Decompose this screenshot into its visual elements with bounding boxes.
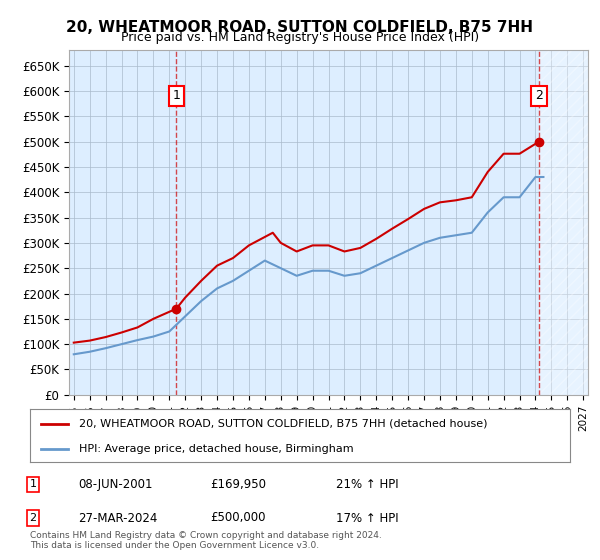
Text: 20, WHEATMOOR ROAD, SUTTON COLDFIELD, B75 7HH (detached house): 20, WHEATMOOR ROAD, SUTTON COLDFIELD, B7… — [79, 419, 487, 429]
Text: 2: 2 — [29, 513, 37, 523]
Text: £500,000: £500,000 — [210, 511, 265, 525]
Text: Contains HM Land Registry data © Crown copyright and database right 2024.
This d: Contains HM Land Registry data © Crown c… — [30, 530, 382, 550]
Text: 08-JUN-2001: 08-JUN-2001 — [78, 478, 152, 491]
Text: 20, WHEATMOOR ROAD, SUTTON COLDFIELD, B75 7HH: 20, WHEATMOOR ROAD, SUTTON COLDFIELD, B7… — [67, 20, 533, 35]
Bar — [539, 50, 591, 395]
Text: £169,950: £169,950 — [210, 478, 266, 491]
Text: 2: 2 — [535, 90, 543, 102]
Text: 27-MAR-2024: 27-MAR-2024 — [78, 511, 157, 525]
Text: 17% ↑ HPI: 17% ↑ HPI — [336, 511, 398, 525]
Text: 1: 1 — [29, 479, 37, 489]
Text: 21% ↑ HPI: 21% ↑ HPI — [336, 478, 398, 491]
Text: Price paid vs. HM Land Registry's House Price Index (HPI): Price paid vs. HM Land Registry's House … — [121, 31, 479, 44]
Text: 1: 1 — [172, 90, 180, 102]
Text: HPI: Average price, detached house, Birmingham: HPI: Average price, detached house, Birm… — [79, 444, 353, 454]
